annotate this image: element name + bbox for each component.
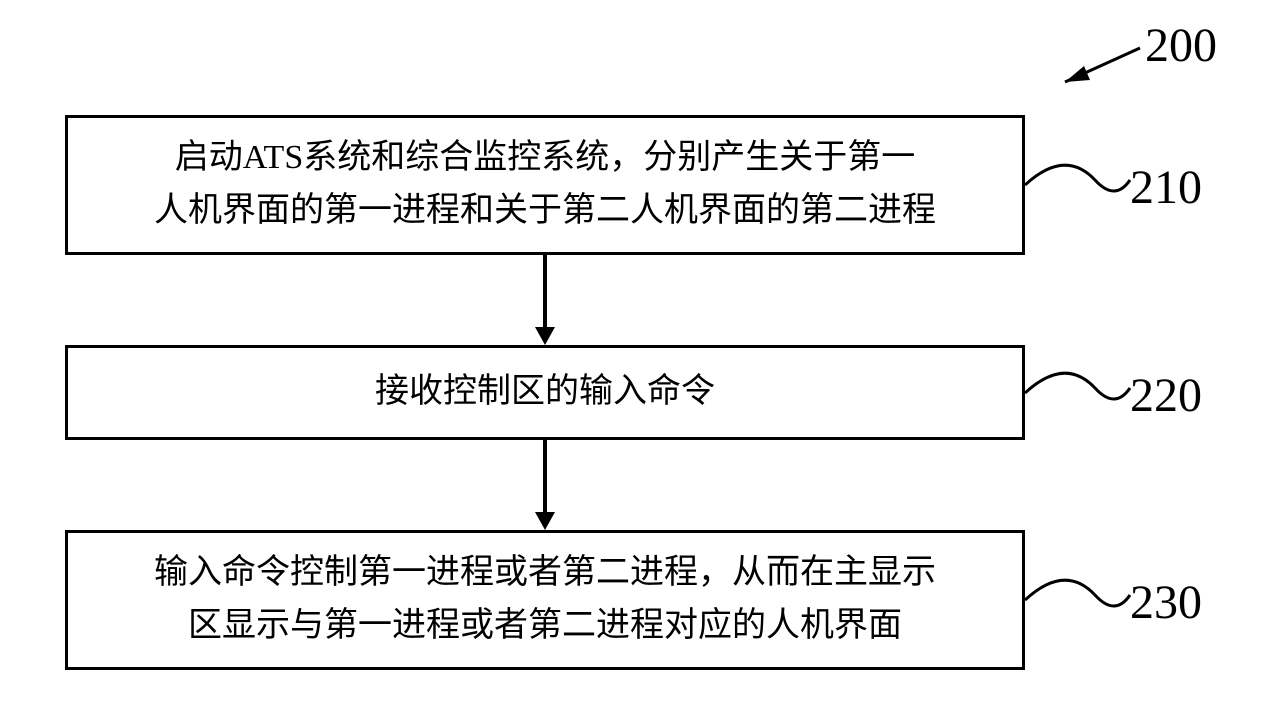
flowchart-canvas: 200 启动ATS系统和综合监控系统，分别产生关于第一 人机界面的第一进程和关于… [0, 0, 1275, 721]
leader-arrow [1040, 40, 1150, 100]
figure-label: 200 [1145, 18, 1217, 73]
flow-step-230: 输入命令控制第一进程或者第二进程，从而在主显示 区显示与第一进程或者第二进程对应… [65, 530, 1025, 670]
label-connector-210 [1025, 160, 1135, 220]
label-connector-230 [1025, 575, 1135, 635]
flow-step-text: 启动ATS系统和综合监控系统，分别产生关于第一 人机界面的第一进程和关于第二人机… [154, 132, 936, 237]
step-label-220: 220 [1130, 368, 1202, 423]
flow-step-220: 接收控制区的输入命令 [65, 345, 1025, 440]
edge-210-220 [543, 255, 547, 327]
step-label-210: 210 [1130, 160, 1202, 215]
edge-210-220-head [535, 327, 555, 345]
label-connector-220 [1025, 368, 1135, 428]
flow-step-210: 启动ATS系统和综合监控系统，分别产生关于第一 人机界面的第一进程和关于第二人机… [65, 115, 1025, 255]
flow-step-text: 接收控制区的输入命令 [375, 366, 715, 419]
edge-220-230-head [535, 512, 555, 530]
edge-220-230 [543, 440, 547, 512]
step-label-230: 230 [1130, 575, 1202, 630]
flow-step-text: 输入命令控制第一进程或者第二进程，从而在主显示 区显示与第一进程或者第二进程对应… [154, 547, 936, 652]
